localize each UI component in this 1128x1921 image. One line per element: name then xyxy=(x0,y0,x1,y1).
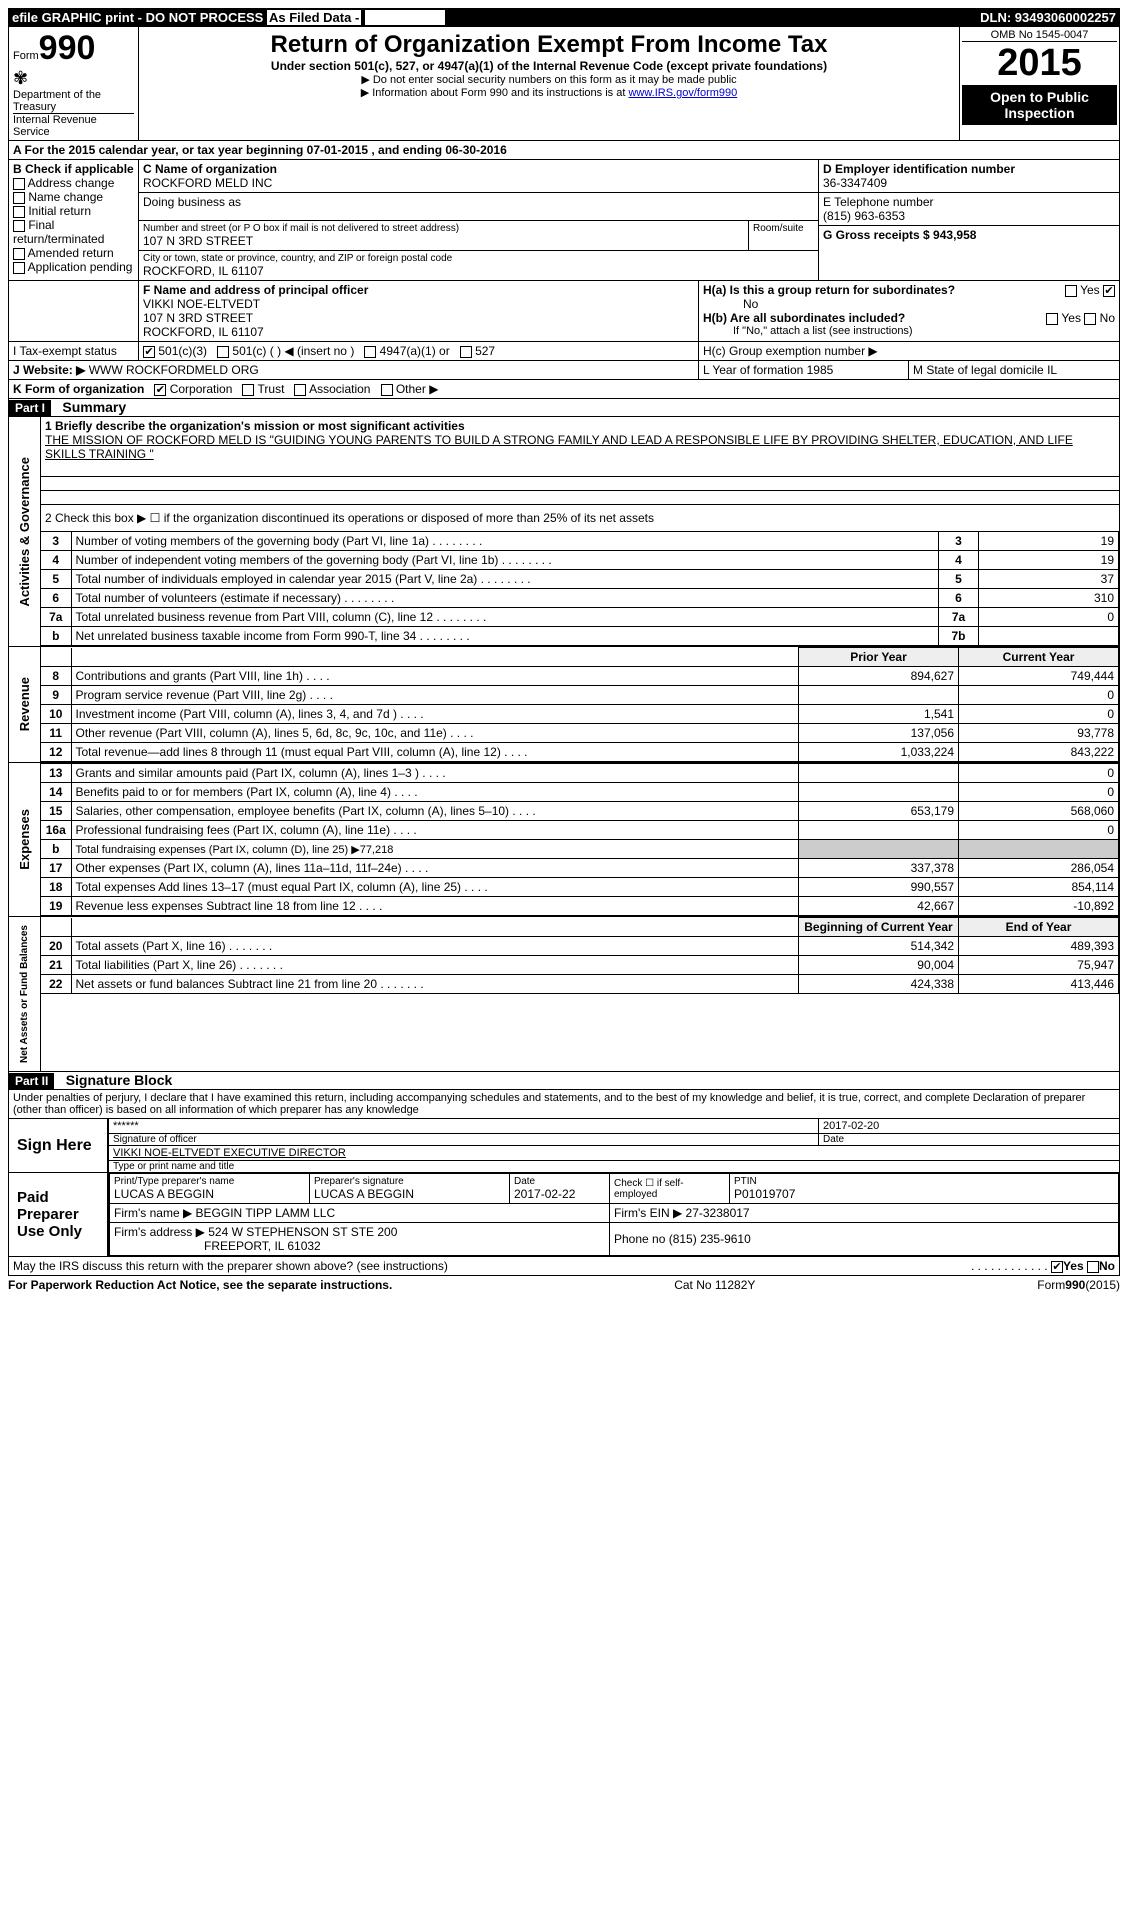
bcd-block: B Check if applicable Address change Nam… xyxy=(8,160,1120,281)
exp-row-16a: 16aProfessional fundraising fees (Part I… xyxy=(41,821,1119,840)
as-filed: As Filed Data - xyxy=(267,10,361,25)
ha-yes[interactable] xyxy=(1065,285,1077,297)
efile-topbar: efile GRAPHIC print - DO NOT PROCESS As … xyxy=(8,8,1120,27)
expenses-section: Expenses 13Grants and similar amounts pa… xyxy=(8,763,1120,917)
exp-row-17: 17Other expenses (Part IX, column (A), l… xyxy=(41,859,1119,878)
form-title: Return of Organization Exempt From Incom… xyxy=(143,31,955,59)
gov-row-4: 4Number of independent voting members of… xyxy=(41,551,1119,570)
revenue-section: Revenue Prior YearCurrent Year8Contribut… xyxy=(8,647,1120,763)
check-name-change: Name change xyxy=(13,190,134,204)
net-assets-section: Net Assets or Fund Balances Beginning of… xyxy=(8,917,1120,1072)
check-address-change: Address change xyxy=(13,176,134,190)
exp-row-13: 13Grants and similar amounts paid (Part … xyxy=(41,764,1119,783)
part-i-header: Part I Summary xyxy=(8,399,1120,417)
exp-row-15: 15Salaries, other compensation, employee… xyxy=(41,802,1119,821)
check-amended-return: Amended return xyxy=(13,246,134,260)
rev-row-12: 12Total revenue—add lines 8 through 11 (… xyxy=(41,743,1119,762)
check-final-return-terminated: Final return/terminated xyxy=(13,218,134,246)
discuss-row: May the IRS discuss this return with the… xyxy=(8,1257,1120,1276)
fh-block: F Name and address of principal officer … xyxy=(8,281,1120,342)
gov-row-b: bNet unrelated business taxable income f… xyxy=(41,627,1119,646)
governance-section: Activities & Governance 1 Briefly descri… xyxy=(8,417,1120,647)
net-row-20: 20Total assets (Part X, line 16) . . . .… xyxy=(41,937,1119,956)
sign-here-block: Sign Here ****** Signature of officer 20… xyxy=(8,1119,1120,1173)
rev-row-11: 11Other revenue (Part VIII, column (A), … xyxy=(41,724,1119,743)
line-a: A For the 2015 calendar year, or tax yea… xyxy=(8,141,1120,160)
check-application-pending: Application pending xyxy=(13,260,134,274)
rev-row-10: 10Investment income (Part VIII, column (… xyxy=(41,705,1119,724)
part-ii-header: Part II Signature Block xyxy=(8,1072,1120,1090)
exp-row-19: 19Revenue less expenses Subtract line 18… xyxy=(41,897,1119,916)
gov-row-6: 6Total number of volunteers (estimate if… xyxy=(41,589,1119,608)
exp-row-18: 18Total expenses Add lines 13–17 (must e… xyxy=(41,878,1119,897)
hb-yes[interactable] xyxy=(1046,313,1058,325)
k-block: K Form of organization ✔ Corporation Tru… xyxy=(8,380,1120,399)
ha-no[interactable]: ✔ xyxy=(1103,285,1115,297)
gov-row-5: 5Total number of individuals employed in… xyxy=(41,570,1119,589)
j-block: J Website: ▶ WWW ROCKFORDMELD ORG L Year… xyxy=(8,361,1120,380)
paid-preparer-block: Paid Preparer Use Only Print/Type prepar… xyxy=(8,1173,1120,1257)
net-row-22: 22Net assets or fund balances Subtract l… xyxy=(41,975,1119,994)
gov-row-3: 3Number of voting members of the governi… xyxy=(41,532,1119,551)
rev-row-9: 9Program service revenue (Part VIII, lin… xyxy=(41,686,1119,705)
form-header: Form990 ✾ Department of the Treasury Int… xyxy=(8,27,1120,141)
check-initial-return: Initial return xyxy=(13,204,134,218)
irs-link[interactable]: www.IRS.gov/form990 xyxy=(628,87,737,99)
gov-row-7a: 7aTotal unrelated business revenue from … xyxy=(41,608,1119,627)
rev-row-8: 8Contributions and grants (Part VIII, li… xyxy=(41,667,1119,686)
dln: DLN: 93493060002257 xyxy=(980,10,1116,25)
exp-row-14: 14Benefits paid to or for members (Part … xyxy=(41,783,1119,802)
hb-no[interactable] xyxy=(1084,313,1096,325)
net-row-21: 21Total liabilities (Part X, line 26) . … xyxy=(41,956,1119,975)
efile-left: efile GRAPHIC print - DO NOT PROCESS xyxy=(12,10,263,25)
footer: For Paperwork Reduction Act Notice, see … xyxy=(8,1276,1120,1292)
exp-row-b: bTotal fundraising expenses (Part IX, co… xyxy=(41,840,1119,859)
i-block: I Tax-exempt status ✔ 501(c)(3) 501(c) (… xyxy=(8,342,1120,361)
